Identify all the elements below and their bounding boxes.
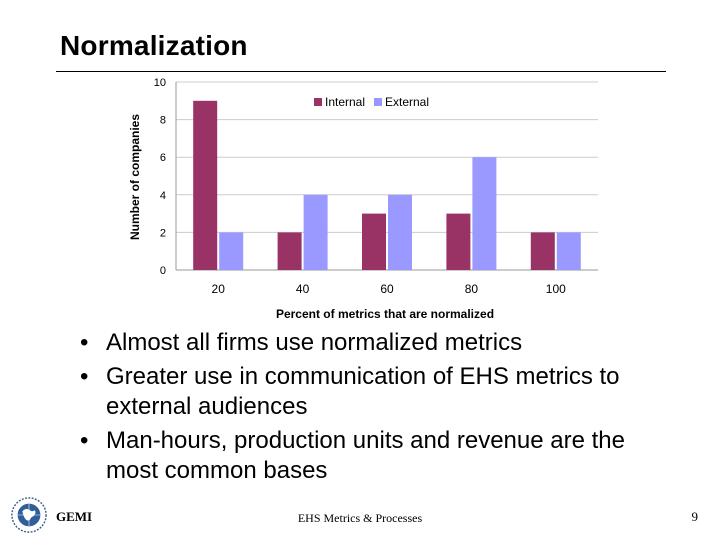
y-tick-label: 0 (160, 265, 166, 277)
chart-labels: 0 2 4 6 8 10 20 40 60 80 100 Percent of metrics tha… (128, 77, 566, 321)
x-axis-title: Percent of metrics that are normalized (276, 307, 494, 321)
x-tick-label: 100 (546, 282, 566, 296)
chart-legend: Internal External (314, 95, 429, 109)
legend-swatch-external (374, 98, 382, 106)
bullet-item: Almost all firms use normalized metrics (78, 328, 678, 358)
legend-label-internal: Internal (325, 95, 365, 109)
y-tick-label: 8 (160, 115, 166, 127)
bar-internal-40 (277, 232, 302, 270)
y-tick-label: 2 (160, 227, 166, 239)
x-tick-label: 80 (465, 282, 479, 296)
y-axis-title: Number of companies (128, 114, 142, 240)
bar-internal-80 (446, 213, 471, 270)
chart-bars (193, 100, 581, 270)
bar-external-100 (556, 232, 581, 270)
chart-gridlines (176, 81, 598, 271)
legend-label-external: External (385, 95, 429, 109)
bullet-list: Almost all firms use normalized metrics … (78, 328, 678, 490)
bar-internal-20 (193, 100, 218, 270)
bullet-item: Greater use in communication of EHS metr… (78, 362, 678, 422)
x-tick-label: 20 (212, 282, 226, 296)
title-underline (56, 71, 666, 72)
footer-caption: EHS Metrics & Processes (297, 511, 423, 525)
y-tick-label: 4 (160, 190, 166, 202)
bar-internal-60 (362, 213, 386, 270)
bar-external-40 (303, 194, 328, 270)
x-tick-label: 40 (296, 282, 310, 296)
globe-logo-icon (11, 497, 47, 533)
bar-internal-100 (530, 232, 555, 270)
page-number: 9 (691, 509, 699, 524)
footer-brand: GEMI (56, 509, 93, 524)
y-tick-label: 6 (160, 152, 166, 164)
bar-chart: 0 2 4 6 8 10 20 40 60 80 100 Percent of metrics tha… (128, 77, 598, 321)
bar-external-20 (219, 232, 244, 270)
slide-title: Normalization (60, 30, 248, 61)
x-tick-label: 60 (380, 282, 394, 296)
legend-swatch-internal (314, 98, 322, 106)
bullet-item: Man-hours, production units and revenue … (78, 426, 678, 486)
bar-external-60 (388, 194, 412, 270)
bar-external-80 (472, 157, 497, 270)
y-tick-label: 10 (154, 77, 166, 89)
